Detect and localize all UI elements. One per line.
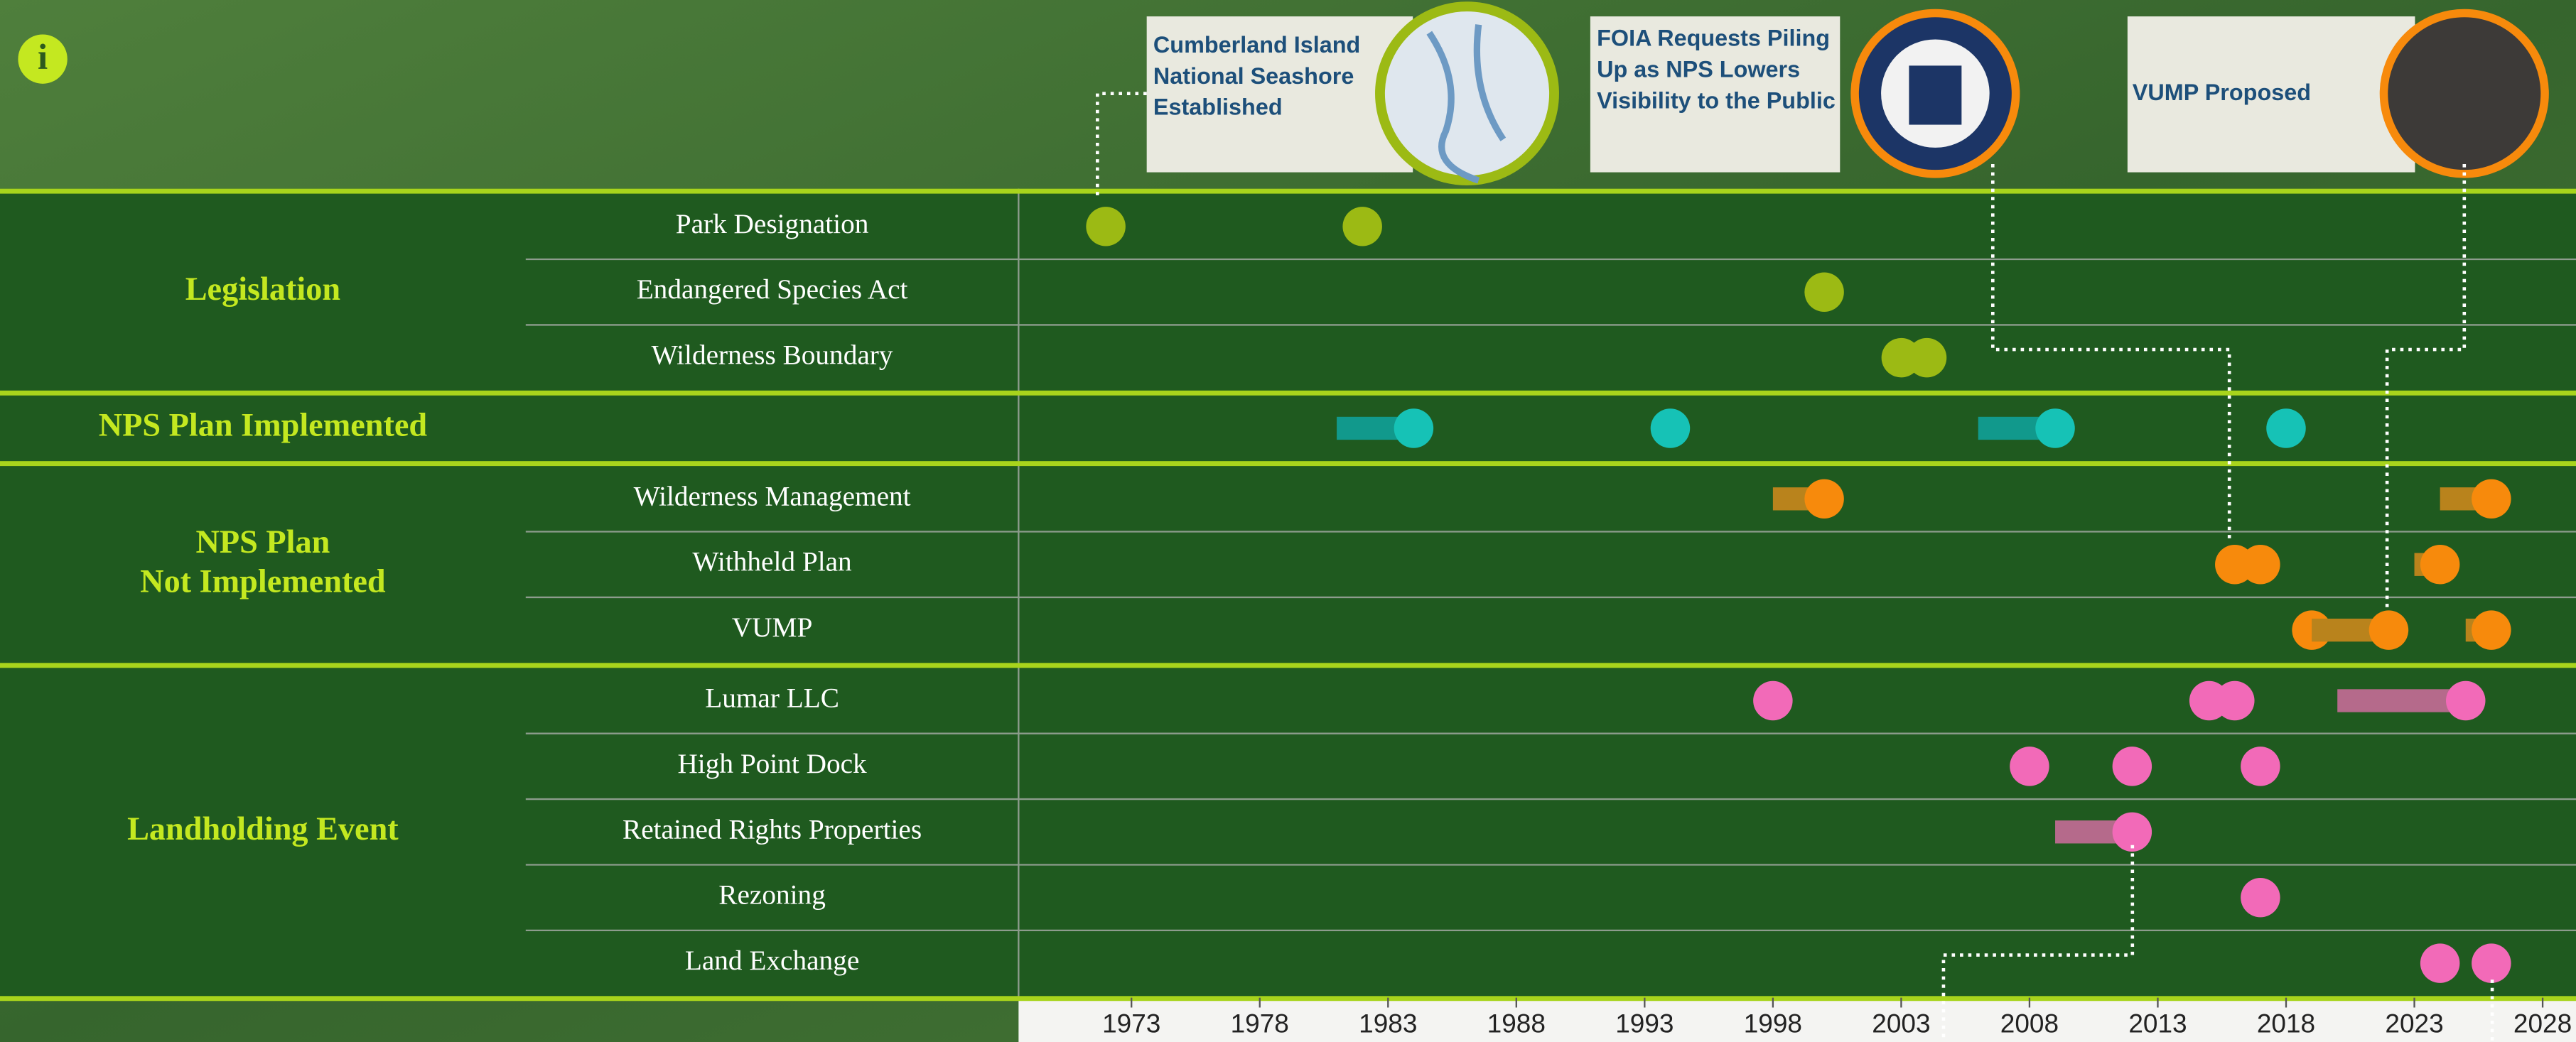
event-dot [1753,681,1792,720]
event-dot [1907,338,1946,377]
x-tick-label: 2023 [2385,1009,2443,1038]
table-background [0,189,2576,998]
event-dot [2035,408,2074,447]
annotation: VUMP Proposed [2133,77,2379,126]
event-dot [2472,943,2511,982]
row-label: Lumar LLC [705,683,839,713]
event-dot [1804,272,1843,311]
event-dot [2266,408,2305,447]
row-label: Rezoning [718,880,826,911]
x-tick-label: 1998 [1744,1009,1802,1038]
group-label: Legislation [185,271,340,307]
row-label: Withheld Plan [692,547,852,577]
row-label: Wilderness Management [634,481,911,511]
group-label: Landholding Event [127,810,399,847]
x-tick-label: 2008 [2000,1009,2059,1038]
annotation-text: VUMP Proposed [2133,77,2379,109]
annotation: Cumberland Island National Seashore Esta… [1153,30,1400,161]
group-label: NPS Plan Implemented [99,407,428,443]
event-dot [2215,681,2254,720]
x-tick-label: 2028 [2513,1009,2572,1038]
event-dot [2241,878,2280,917]
info-icon-text[interactable]: i [38,37,48,77]
group-separator [0,189,2576,194]
row-label: Wilderness Boundary [652,340,893,371]
x-tick-label: 1978 [1231,1009,1289,1038]
event-dot [2420,943,2459,982]
annotation: FOIA Requests Piling Up as NPS Lowers Vi… [1597,23,1843,170]
event-dot [1086,207,1125,246]
group-separator [0,996,2576,1001]
seal-column [1909,65,1961,124]
event-dot [2472,610,2511,649]
x-tick-label: 1973 [1102,1009,1160,1038]
event-dot [1651,408,1690,447]
annotation-text: Cumberland Island National Seashore Esta… [1153,30,1400,124]
event-dot [1342,207,1381,246]
x-tick-label: 1988 [1487,1009,1546,1038]
event-dot [2446,681,2485,720]
row-label: Park Designation [676,209,869,239]
event-dot [2010,747,2049,786]
x-tick-label: 1983 [1359,1009,1417,1038]
x-tick-label: 2013 [2128,1009,2187,1038]
event-dot [2241,747,2280,786]
x-tick-label: 1993 [1615,1009,1674,1038]
row-label: VUMP [732,612,813,643]
event-dot [2420,545,2459,584]
event-dot [1804,479,1843,519]
chart: i Cumberland Island National Seashore Es… [0,0,2576,1042]
row-label: Endangered Species Act [637,274,908,305]
event-dot [2369,610,2408,649]
group-separator [0,391,2576,396]
row-label: Land Exchange [685,945,859,976]
event-dot [2472,479,2511,519]
annotation-image [2384,13,2545,173]
annotation-text: FOIA Requests Piling Up as NPS Lowers Vi… [1597,23,1843,116]
row-label: Retained Rights Properties [623,814,922,845]
page: {"info_icon": "i", "chart_data": {"type"… [0,0,2576,1042]
x-tick-label: 2018 [2257,1009,2315,1038]
row-label: High Point Dock [677,749,867,779]
group-separator [0,461,2576,466]
x-tick-label: 2003 [1872,1009,1930,1038]
event-dot [2241,545,2280,584]
group-separator [0,663,2576,668]
event-dot [1394,408,1433,447]
event-dot [2113,747,2152,786]
annotation-image [1380,6,1554,180]
